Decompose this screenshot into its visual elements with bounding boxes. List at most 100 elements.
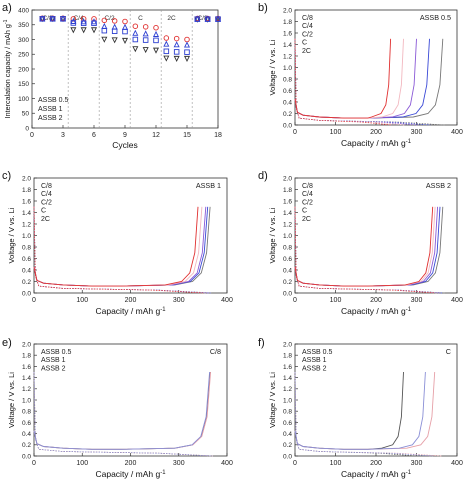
data-point-triangle-down: [111, 37, 118, 44]
discharge-curve: [294, 38, 392, 126]
x-tick-label: 200: [370, 460, 382, 467]
y-axis-label: Voltage / V vs. Li: [7, 372, 16, 428]
legend-entry: C/2: [41, 199, 52, 206]
x-tick-label: 300: [411, 297, 423, 304]
charge-curve: [294, 38, 404, 119]
legend-entry: C: [302, 40, 307, 47]
legend-entry: 2C: [302, 216, 311, 223]
x-tick-label: 0: [293, 297, 297, 304]
y-tick-label: 250: [18, 52, 29, 59]
panel-label: c): [2, 170, 11, 182]
data-point-circle: [142, 24, 149, 30]
data-point-circle: [163, 35, 170, 41]
data-point-square: [122, 28, 128, 35]
cycling-panel: 0 3 6 9 12 15 18 0 50 100 150 200 250 300 350 400 C/8 C/4…: [3, 7, 222, 150]
y-tick-label: 350: [18, 22, 29, 29]
y-tick-label: 1.6: [22, 364, 31, 371]
x-tick-label: 400: [451, 297, 463, 304]
x-tick-label: 200: [370, 129, 382, 136]
data-point-circle: [184, 36, 190, 43]
data-point-triangle-up: [152, 30, 160, 37]
x-tick-label: 300: [173, 297, 185, 304]
discharge-curve: [294, 38, 405, 126]
y-tick-label: 0.8: [22, 409, 31, 416]
discharge-curve: [294, 371, 417, 457]
charge-curve: [33, 371, 211, 450]
data-point-square: [49, 16, 56, 22]
data-point-triangle-up: [183, 41, 191, 48]
y-tick-label: 2.0: [22, 341, 31, 348]
charge-curve: [294, 38, 444, 119]
discharge-curve: [33, 206, 206, 294]
x-axis-label: Capacity / mAh g-1: [341, 306, 412, 316]
data-point-triangle-up: [173, 41, 180, 48]
x-tick-label: 100: [330, 129, 342, 136]
y-tick-label: 200: [18, 66, 29, 73]
data-point-square: [70, 20, 77, 26]
data-point-triangle-down: [173, 55, 180, 62]
y-axis-label: Voltage / V vs. Li: [268, 39, 277, 95]
data-point-square: [184, 49, 190, 55]
legend-entry: ASSB 2: [38, 115, 63, 122]
y-tick-label: 0.8: [283, 244, 292, 251]
y-tick-label: 400: [18, 7, 29, 14]
data-point-square: [153, 37, 159, 44]
legend-entry: ASSB 1: [302, 357, 327, 364]
y-tick-label: 0.6: [22, 256, 31, 263]
data-point-triangle-down: [121, 37, 129, 44]
x-tick-label: 6: [92, 132, 96, 139]
charge-curve: [33, 206, 211, 287]
voltage-panel: 0 100 200 300 400 0.0 0.2 0.4 0.6 0.8 1.0 1.2 1.4 1.6…: [268, 175, 463, 316]
data-point-square: [111, 28, 118, 34]
legend-entry: C/4: [41, 191, 52, 198]
charge-curve: [294, 206, 434, 287]
discharge-curve: [33, 206, 203, 294]
data-point-square: [39, 16, 46, 22]
charge-curve: [294, 371, 436, 450]
data-point-triangle-up: [80, 18, 87, 25]
data-point-triangle-up: [132, 29, 139, 36]
discharge-curve: [294, 38, 445, 126]
y-tick-label: 1.8: [22, 187, 31, 194]
y-tick-label: 0.8: [22, 244, 31, 251]
rate-label: C/4: [73, 15, 84, 22]
legend-entry: ASSB 0.5: [302, 349, 332, 356]
legend-entry: C/4: [302, 23, 313, 30]
y-tick-label: 1.4: [22, 375, 31, 382]
legend-entry: C: [41, 208, 46, 215]
x-tick-label: 0: [293, 460, 297, 467]
x-axis-label: Capacity / mAh g-1: [341, 138, 412, 148]
x-tick-label: 300: [173, 460, 185, 467]
y-tick-label: 1.0: [22, 397, 31, 404]
legend-entry: 2C: [302, 48, 311, 55]
legend-entry: C/8: [41, 183, 52, 190]
y-tick-label: 300: [18, 37, 29, 44]
y-tick-label: 0.2: [22, 442, 31, 449]
y-tick-label: 0.6: [283, 420, 292, 427]
y-tick-label: 2.0: [283, 7, 292, 14]
y-tick-label: 0.4: [283, 267, 292, 274]
legend-entry: C: [302, 208, 307, 215]
data-point-circle: [101, 17, 108, 24]
x-tick-label: 18: [214, 132, 222, 139]
data-point-triangle-up: [101, 22, 108, 29]
rate-label: C/8: [42, 15, 53, 22]
discharge-curve: [294, 371, 433, 457]
y-axis-label: Intercalation capacity / mAh g-1: [3, 19, 12, 118]
data-point-triangle-down: [90, 27, 98, 34]
rate-label: C/8: [197, 15, 208, 22]
y-tick-label: 1.4: [22, 210, 31, 217]
y-tick-label: 1.8: [283, 353, 292, 360]
y-tick-label: 0.4: [283, 431, 292, 438]
y-tick-label: 50: [22, 111, 30, 118]
y-tick-label: 1.4: [283, 210, 292, 217]
panel-title: ASSB 1: [196, 181, 221, 190]
discharge-curve: [33, 371, 213, 457]
data-point-circle: [111, 18, 118, 24]
y-tick-label: 1.2: [22, 221, 31, 228]
x-tick-label: 0: [32, 460, 36, 467]
x-tick-label: 0: [293, 129, 297, 136]
y-tick-label: 1.2: [22, 386, 31, 393]
voltage-panel: 0 100 200 300 400 0.0 0.2 0.4 0.6 0.8 1.0 1.2 1.4 1.6…: [7, 341, 233, 479]
x-tick-label: 3: [61, 132, 65, 139]
